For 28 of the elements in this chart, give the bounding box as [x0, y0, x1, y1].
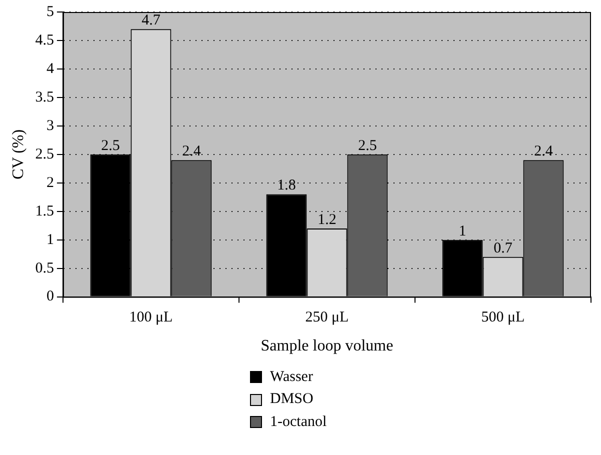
y-tick-label: 2 — [46, 174, 54, 191]
y-tick-label: 2.5 — [35, 146, 54, 162]
x-tick-label: 100 μL — [129, 310, 173, 326]
data-label: 2.4 — [182, 144, 202, 160]
y-tick-label: 3 — [46, 118, 54, 134]
y-tick-label: 5 — [46, 4, 54, 20]
y-axis-title: CV (%) — [10, 129, 27, 180]
y-tick-label: 0 — [46, 288, 54, 305]
y-tick-label: 4.5 — [35, 32, 54, 48]
legend-label: DMSO — [270, 391, 314, 408]
data-label: 4.7 — [142, 12, 161, 29]
data-label: 1.8 — [277, 178, 296, 194]
y-tick-label: 1.5 — [35, 203, 54, 220]
y-tick-label: 1 — [46, 232, 54, 248]
legend-label: Wasser — [270, 368, 313, 386]
y-tick-label: 0.5 — [35, 260, 54, 276]
y-tick-label: 3.5 — [35, 89, 54, 106]
data-label: 1 — [458, 223, 466, 240]
data-label: 2.5 — [358, 138, 377, 154]
data-label: 2.4 — [534, 144, 554, 160]
legend-label: 1-octanol — [270, 414, 327, 431]
x-tick-label: 500 μL — [481, 310, 525, 326]
x-tick-label: 250 μL — [305, 310, 349, 326]
data-label: 1.2 — [318, 212, 336, 228]
data-label: 0.7 — [494, 240, 513, 256]
x-axis-title: Sample loop volume — [260, 338, 394, 355]
y-tick-label: 4 — [46, 60, 54, 77]
data-label: 2.5 — [101, 138, 120, 154]
